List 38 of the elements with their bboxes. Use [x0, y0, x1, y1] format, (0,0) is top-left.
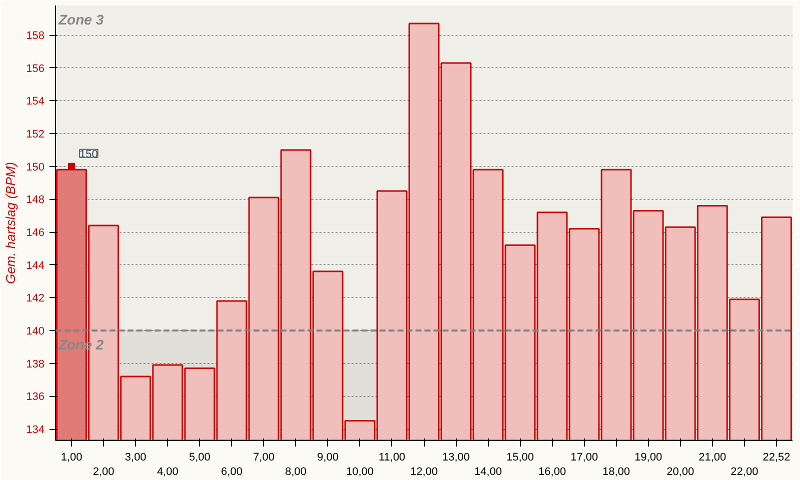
x-tick-label: 15,00: [506, 452, 534, 464]
x-tick-label: 3,00: [124, 452, 146, 464]
x-tick-label: 22,00: [730, 466, 758, 478]
x-tick-label: 20,00: [666, 466, 694, 478]
x-tick-label: 21,00: [698, 452, 726, 464]
x-tick-label: 14,00: [474, 466, 502, 478]
x-tick-label: 5,00: [188, 452, 210, 464]
y-tick-label: 154: [26, 96, 45, 108]
y-tick-label: 156: [26, 62, 45, 75]
x-tick-label: 22,52: [762, 452, 790, 464]
x-tick-label: 7,00: [253, 452, 274, 464]
x-tick-label: 4,00: [156, 466, 178, 478]
x-tick-label: 12,00: [410, 466, 438, 478]
x-tick-label: 9,00: [317, 452, 339, 464]
y-tick-label: 152: [26, 128, 45, 141]
y-tick-label: 138: [26, 358, 45, 370]
y-tick-label: 136: [26, 391, 45, 404]
y-tick-label: 142: [26, 292, 45, 305]
y-tick-label: 140: [26, 326, 45, 338]
y-tick-label: 146: [26, 227, 45, 240]
y-tick-label: 150: [26, 161, 45, 174]
x-tick-label: 19,00: [634, 452, 662, 464]
y-tick-label: 158: [26, 30, 45, 42]
y-axis-title: Gem. hartslag (BPM): [3, 162, 18, 284]
x-tick-label: 6,00: [221, 466, 242, 478]
x-tick-label: 13,00: [442, 452, 470, 464]
x-tick-label: 11,00: [378, 452, 406, 464]
y-tick-label: 148: [26, 194, 45, 206]
x-tick-label: 2,00: [92, 466, 114, 478]
y-tick-label: 134: [26, 424, 45, 436]
x-tick-label: 18,00: [602, 466, 630, 478]
x-tick-label: 8,00: [285, 466, 307, 478]
x-tick-label: 16,00: [538, 466, 566, 478]
x-tick-label: 17,00: [570, 452, 598, 464]
x-tick-label: 1,00: [60, 452, 82, 464]
x-tick-label: 10,00: [346, 466, 374, 478]
y-tick-label: 144: [26, 260, 45, 272]
band-label: Zone 3: [58, 12, 104, 28]
